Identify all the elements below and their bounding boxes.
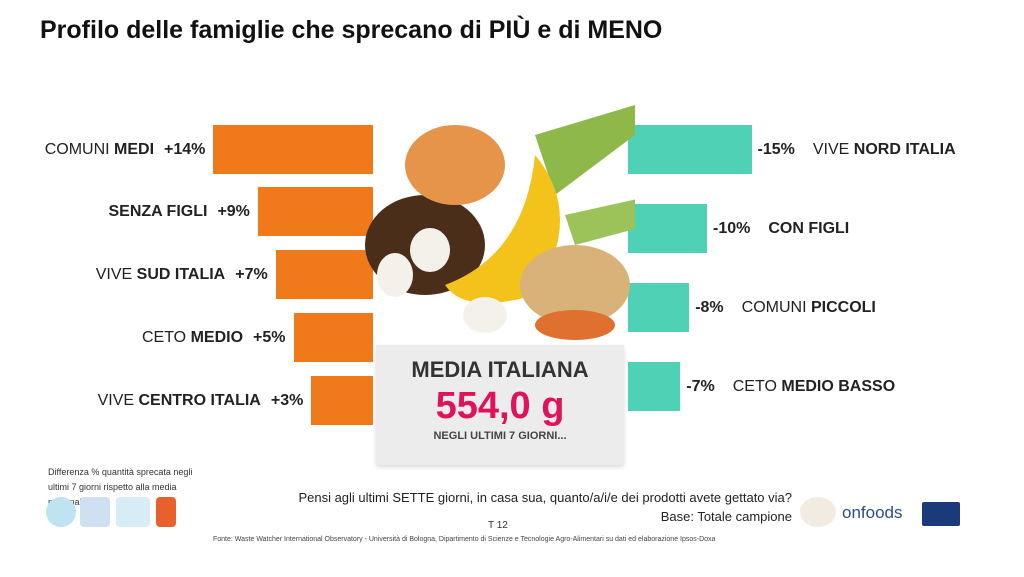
bar-less-2: [628, 283, 690, 332]
label-bold: MEDI: [114, 141, 155, 158]
ipsos-logo: [922, 502, 960, 526]
label-bold: CON FIGLI: [768, 220, 850, 237]
bar-less-1: [628, 204, 707, 253]
label-less-3: -7% CETO MEDIO BASSO: [686, 362, 895, 411]
media-value: 554,0 g: [435, 385, 565, 427]
label-bold: PICCOLI: [810, 299, 876, 316]
label-bold: NORD ITALIA: [853, 141, 956, 158]
label-less-2: -8% COMUNI PICCOLI: [695, 283, 876, 332]
label-bold: MEDIO BASSO: [781, 378, 896, 395]
food-image: [365, 105, 635, 340]
bar-less-0: [628, 125, 752, 174]
logo-icon: [156, 497, 176, 527]
media-italiana-box: MEDIA ITALIANA 554,0 g NEGLI ULTIMI 7 GI…: [376, 345, 624, 465]
page-number: T 12: [488, 520, 508, 531]
label-bold: CENTRO ITALIA: [138, 392, 261, 409]
logo-icon: [116, 497, 150, 527]
value-label: +3%: [270, 392, 304, 409]
bar-more-0: [213, 125, 373, 174]
label-less-1: -10% CON FIGLI: [713, 204, 849, 253]
onfoods-logo: onfoods: [842, 503, 903, 522]
value-label: -10%: [713, 220, 751, 237]
label-more-1: SENZA FIGLI +9%: [108, 187, 249, 236]
value-label: +7%: [235, 266, 268, 283]
value-label: -15%: [757, 141, 795, 158]
question: Pensi agli ultimi SETTE giorni, in casa …: [298, 490, 792, 524]
bar-more-4: [311, 376, 373, 425]
source: Fonte: Waste Watcher International Obser…: [213, 536, 716, 543]
value-label: +5%: [253, 329, 286, 346]
label-text: VIVE: [812, 141, 854, 158]
bar-less-3: [628, 362, 681, 411]
logo-icon: [46, 497, 76, 527]
logo-icon: [80, 497, 110, 527]
label-more-0: COMUNI MEDI +14%: [45, 125, 206, 174]
label-text: COMUNI: [44, 141, 115, 158]
value-label: -8%: [695, 299, 724, 316]
label-more-3: CETO MEDIO +5%: [142, 313, 286, 362]
value-label: -7%: [686, 378, 715, 395]
label-more-2: VIVE SUD ITALIA +7%: [96, 250, 268, 299]
label-text: VIVE: [95, 266, 137, 283]
bar-more-3: [293, 313, 373, 362]
label-text: VIVE: [97, 392, 139, 409]
label-bold: SENZA FIGLI: [108, 203, 208, 220]
label-more-4: VIVE CENTRO ITALIA +3%: [98, 376, 304, 425]
label-text: CETO: [141, 329, 191, 346]
media-note: NEGLI ULTIMI 7 GIORNI...: [433, 430, 567, 442]
logo-icon: [800, 497, 836, 527]
label-text: CETO: [732, 378, 782, 395]
bar-more-2: [275, 250, 373, 299]
label-bold: MEDIO: [190, 329, 244, 346]
value-label: +9%: [217, 203, 250, 220]
label-text: COMUNI: [741, 299, 811, 316]
value-label: +14%: [164, 141, 206, 158]
bar-more-1: [257, 187, 373, 236]
page-title: Profilo delle famiglie che sprecano di P…: [40, 16, 663, 44]
media-title: MEDIA ITALIANA: [411, 357, 589, 382]
label-bold: SUD ITALIA: [136, 266, 226, 283]
label-less-0: -15% VIVE NORD ITALIA: [758, 125, 956, 174]
